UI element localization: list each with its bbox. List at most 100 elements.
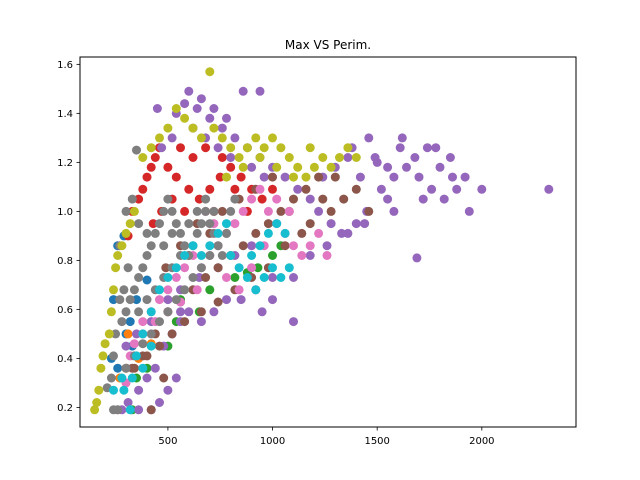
- data-point: [289, 241, 298, 251]
- data-point: [230, 194, 240, 204]
- data-point: [142, 228, 152, 238]
- data-point: [305, 143, 315, 153]
- y-tick-label: 0.8: [57, 256, 73, 267]
- data-point: [121, 206, 131, 216]
- data-point: [121, 228, 131, 238]
- data-point: [194, 194, 204, 204]
- data-point: [119, 285, 129, 295]
- data-point: [121, 363, 131, 373]
- data-point: [134, 385, 144, 395]
- data-point: [146, 307, 156, 317]
- data-point: [247, 263, 257, 273]
- data-point: [134, 219, 144, 229]
- data-point: [132, 351, 141, 361]
- data-point: [222, 295, 231, 305]
- data-point: [192, 285, 202, 295]
- data-point: [196, 133, 206, 143]
- chart-title: Max VS Perim.: [285, 38, 371, 52]
- data-point: [109, 385, 118, 395]
- data-point: [301, 172, 311, 182]
- data-point: [445, 153, 455, 162]
- data-point: [314, 228, 324, 238]
- data-point: [205, 251, 215, 260]
- data-point: [395, 143, 405, 153]
- data-point: [132, 145, 141, 155]
- data-point: [129, 206, 139, 216]
- data-point: [234, 263, 244, 273]
- data-point: [439, 194, 449, 204]
- data-point: [422, 143, 432, 153]
- data-point: [272, 219, 282, 229]
- data-point: [201, 206, 211, 216]
- data-point: [129, 285, 139, 295]
- data-point: [276, 206, 286, 216]
- data-point: [280, 172, 290, 182]
- data-point: [159, 206, 169, 216]
- data-point: [159, 373, 169, 383]
- data-point: [314, 172, 324, 182]
- data-point: [272, 194, 282, 204]
- data-point: [138, 339, 148, 349]
- data-point: [222, 273, 231, 282]
- data-point: [268, 263, 277, 273]
- data-point: [192, 206, 202, 216]
- data-point: [155, 133, 164, 143]
- data-point: [196, 317, 206, 327]
- data-point: [209, 123, 219, 133]
- data-point: [431, 143, 441, 153]
- data-point: [263, 228, 273, 238]
- data-point: [268, 273, 277, 282]
- x-axis: 500 1000 1500 2000: [158, 427, 495, 447]
- data-point: [276, 143, 286, 153]
- data-point: [159, 241, 169, 251]
- data-point: [238, 162, 248, 172]
- data-point: [106, 373, 116, 383]
- data-point: [226, 251, 236, 260]
- data-point: [389, 172, 399, 182]
- data-point: [180, 99, 190, 109]
- data-point: [205, 219, 215, 229]
- data-point: [146, 143, 156, 153]
- data-point: [146, 241, 156, 251]
- data-point: [134, 273, 144, 282]
- data-point: [155, 398, 164, 407]
- data-point: [146, 329, 156, 339]
- data-point: [171, 104, 181, 113]
- data-point: [138, 363, 148, 373]
- data-point: [236, 295, 246, 305]
- data-point: [123, 263, 133, 273]
- data-point: [364, 206, 374, 216]
- data-point: [326, 219, 336, 229]
- data-point: [284, 263, 294, 273]
- data-point: [383, 194, 393, 204]
- data-point: [134, 307, 144, 317]
- data-point: [138, 329, 148, 339]
- data-point: [263, 219, 273, 229]
- data-point: [230, 273, 240, 282]
- data-point: [176, 228, 185, 238]
- data-point: [301, 184, 311, 194]
- data-point: [125, 219, 135, 229]
- data-point: [226, 153, 236, 162]
- data-point: [326, 162, 336, 172]
- data-point: [123, 398, 133, 407]
- data-point: [213, 263, 223, 273]
- data-point: [351, 153, 361, 162]
- data-point: [171, 263, 181, 273]
- data-point: [284, 153, 294, 162]
- data-point: [343, 153, 353, 162]
- data-point: [205, 241, 215, 251]
- data-point: [318, 194, 328, 204]
- data-point: [117, 241, 127, 251]
- data-point: [163, 307, 173, 317]
- data-point: [176, 143, 185, 153]
- data-point: [163, 194, 173, 204]
- data-point: [134, 405, 144, 415]
- data-point: [280, 228, 290, 238]
- data-point: [111, 263, 121, 273]
- data-point: [192, 228, 202, 238]
- data-point: [213, 143, 223, 153]
- data-point: [268, 184, 277, 194]
- data-point: [142, 251, 152, 260]
